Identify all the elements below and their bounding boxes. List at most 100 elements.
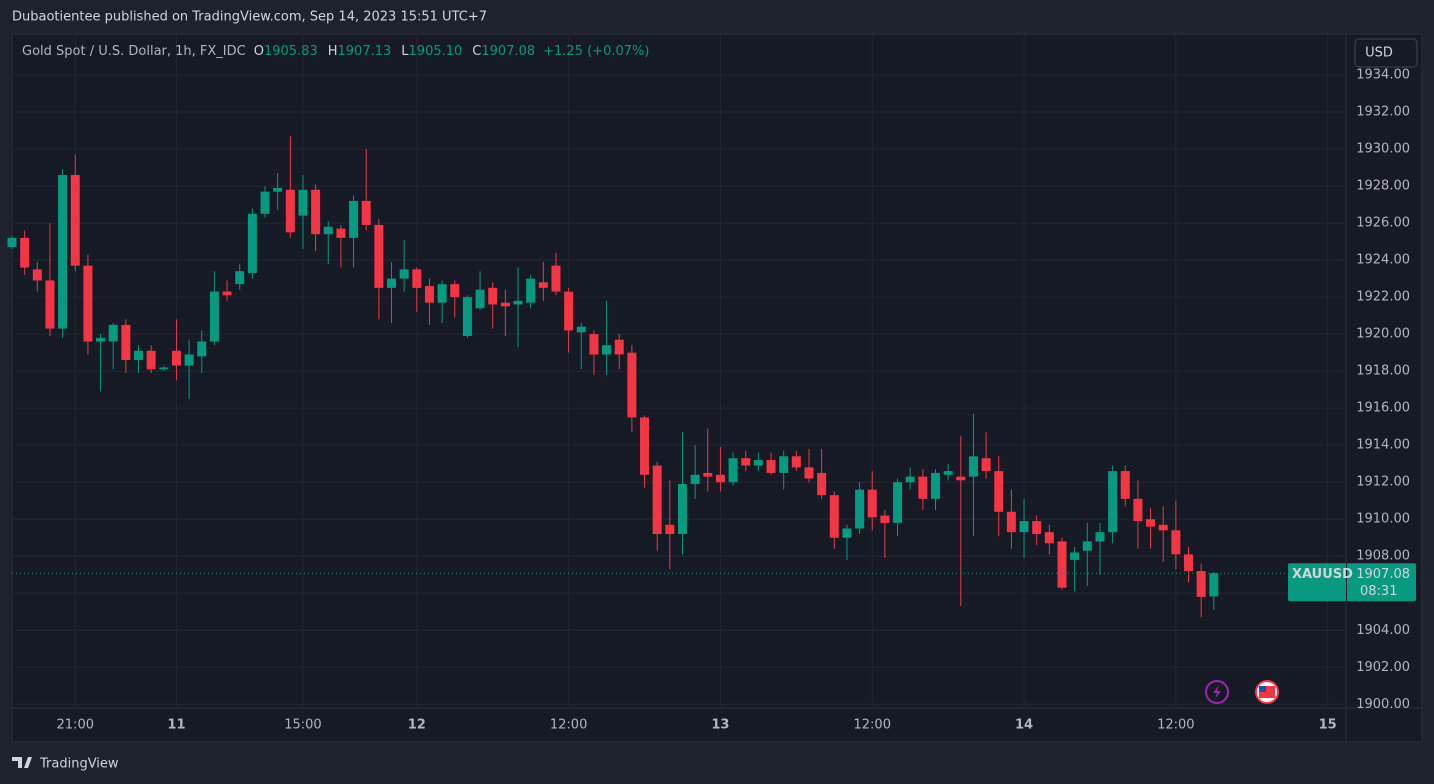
candle-body	[640, 417, 650, 475]
candle-body	[361, 200, 371, 225]
candle-body	[424, 286, 434, 303]
candle-body	[665, 524, 675, 535]
candle-body	[690, 474, 700, 485]
candle-body	[968, 456, 978, 477]
candle-body	[374, 224, 384, 288]
candle-body	[1032, 521, 1042, 535]
y-tick-label: 1934.00	[1356, 68, 1410, 83]
y-tick-label: 1920.00	[1356, 327, 1410, 342]
candle-body	[1133, 498, 1143, 522]
x-tick-label: 12	[408, 718, 426, 733]
candle-body	[1184, 554, 1194, 572]
x-tick-label: 14	[1015, 718, 1033, 733]
y-tick-label: 1932.00	[1356, 105, 1410, 120]
y-tick-label: 1924.00	[1356, 253, 1410, 268]
y-tick-label: 1918.00	[1356, 364, 1410, 379]
y-tick-label: 1900.00	[1356, 697, 1410, 712]
y-tick-label: 1930.00	[1356, 142, 1410, 157]
candle-body	[855, 489, 865, 529]
candle-body	[336, 228, 346, 238]
candle-body	[538, 282, 548, 288]
candle-body	[918, 476, 928, 499]
candle-body	[235, 271, 245, 285]
candle-body	[412, 269, 422, 288]
ohlc-value: 1905.10	[409, 44, 463, 59]
candle-body	[829, 495, 839, 538]
candle-body	[1158, 524, 1168, 531]
candle-body	[197, 341, 207, 357]
candle-body	[83, 265, 93, 342]
candle-body	[121, 324, 131, 361]
candle-body	[32, 269, 42, 281]
candle-body	[323, 226, 333, 235]
symbol-box-edge	[1346, 563, 1347, 602]
candle-body	[652, 465, 662, 535]
published-line: Dubaotientee published on TradingView.co…	[12, 10, 487, 25]
candle-body	[500, 302, 510, 307]
y-tick-label: 1904.00	[1356, 623, 1410, 638]
candle-body	[728, 458, 738, 483]
candle-body	[867, 489, 877, 518]
candle-body	[1044, 532, 1054, 544]
candle-body	[1209, 573, 1219, 597]
ohlc-value: 1905.83	[264, 44, 318, 59]
ohlc-label: L	[401, 44, 409, 59]
candle-body	[159, 367, 169, 370]
currency-button[interactable]	[1354, 38, 1418, 68]
candle-body	[956, 476, 966, 481]
candle-body	[905, 476, 915, 483]
candle-body	[779, 456, 789, 473]
y-tick-label: 1914.00	[1356, 438, 1410, 453]
lightning-icon[interactable]	[1205, 680, 1229, 704]
candle-body	[488, 287, 498, 305]
change: +1.25 (+0.07%)	[543, 44, 649, 59]
logo-mark	[12, 757, 32, 768]
candle-body	[349, 200, 359, 238]
y-tick-label: 1908.00	[1356, 549, 1410, 564]
candle-body	[285, 189, 295, 233]
candle-body	[1070, 552, 1080, 560]
y-tick-label: 1922.00	[1356, 290, 1410, 305]
candle-body	[880, 515, 890, 523]
candle-body	[209, 291, 219, 342]
candle-body	[703, 472, 713, 477]
candle-body	[981, 458, 991, 472]
candle-body	[247, 213, 257, 274]
candle-body	[513, 300, 523, 305]
x-tick-label: 12:00	[1157, 718, 1194, 733]
candle-body	[791, 456, 801, 468]
lightning-glyph	[1213, 685, 1221, 699]
candle-body	[387, 278, 397, 288]
x-tick-label: 12:00	[550, 718, 587, 733]
candle-body	[462, 297, 472, 336]
candle-body	[1120, 471, 1130, 499]
candle-body	[564, 291, 574, 331]
candle-body	[602, 345, 612, 355]
candle-body	[1171, 530, 1181, 555]
x-tick-label: 21:00	[57, 718, 94, 733]
y-tick-label: 1928.00	[1356, 179, 1410, 194]
price-label-symbol: XAUUSD	[1292, 567, 1353, 582]
candle-body	[146, 350, 156, 370]
candle-body	[753, 459, 763, 466]
candle-body	[184, 354, 194, 366]
candle-body	[930, 472, 940, 499]
candle-body	[526, 278, 536, 303]
candle-body	[994, 471, 1004, 512]
candle-body	[7, 237, 17, 248]
symbol-line: Gold Spot / U.S. Dollar, 1h, FX_IDC O1905…	[22, 44, 649, 59]
y-tick-label: 1902.00	[1356, 660, 1410, 675]
y-tick-label: 1926.00	[1356, 216, 1410, 231]
candle-body	[766, 459, 776, 473]
candle-body	[893, 482, 903, 523]
candle-body	[70, 174, 80, 266]
x-tick-label: 13	[711, 718, 729, 733]
candle-body	[842, 528, 852, 538]
price-label-price: 1907.08	[1356, 567, 1410, 582]
candle-body	[1196, 571, 1206, 597]
y-tick-label: 1912.00	[1356, 475, 1410, 490]
currency[interactable]: USD	[1365, 46, 1393, 61]
candle-body	[108, 324, 118, 342]
ohlc-value: 1907.13	[338, 44, 392, 59]
